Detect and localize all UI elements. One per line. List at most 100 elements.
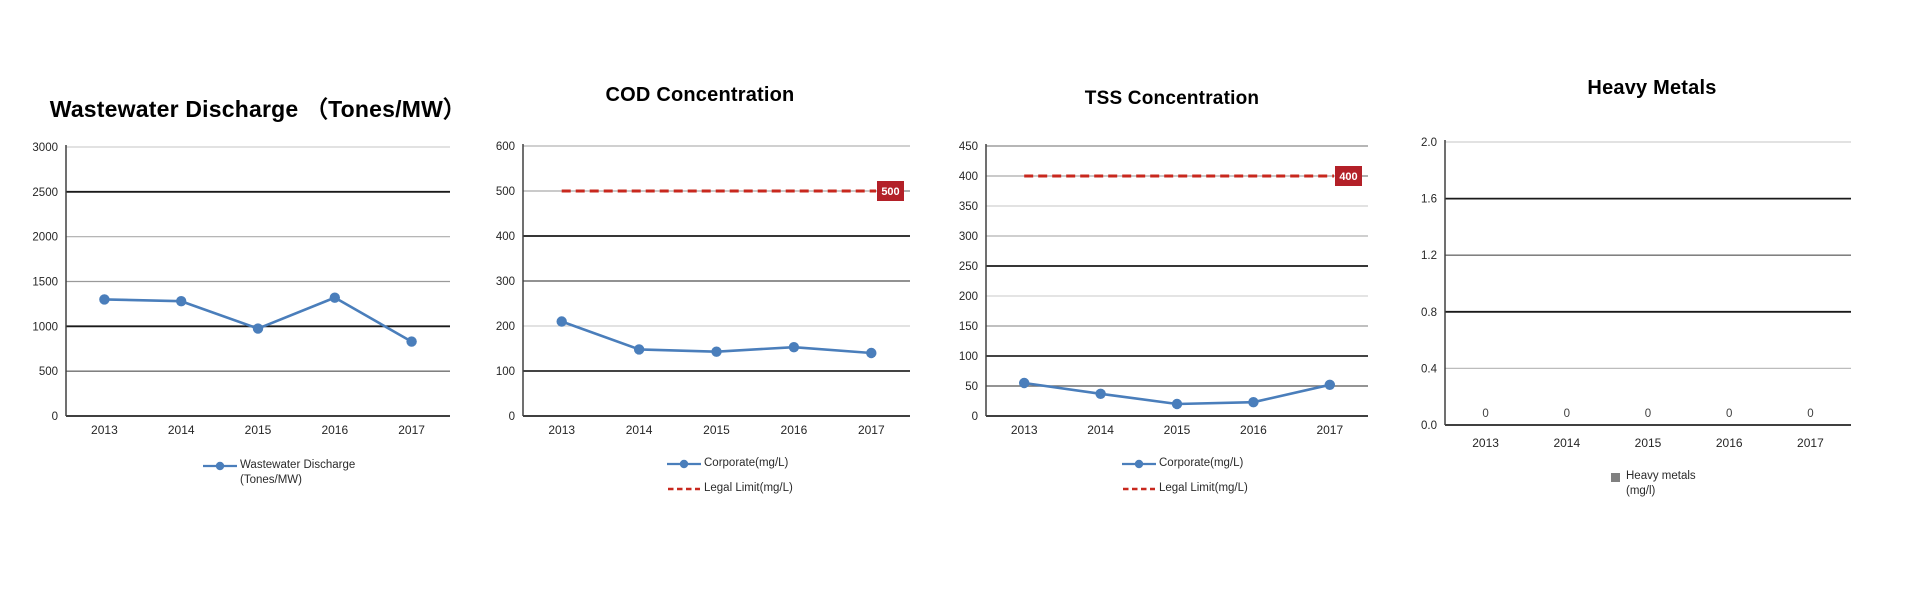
y-axis-tick-label: 600 — [496, 141, 515, 153]
legend-label-line: (mg/l) — [1626, 485, 1656, 497]
data-point-marker — [556, 316, 567, 327]
x-axis-tick-label: 2014 — [1553, 436, 1580, 450]
legend-item-corporate-mg-l: Corporate(mg/L) — [667, 456, 793, 471]
data-point-marker — [1324, 379, 1336, 390]
legend-label: Legal Limit(mg/L) — [704, 481, 793, 496]
legend-label: Corporate(mg/L) — [704, 456, 788, 471]
dashed-line-swatch-icon — [668, 487, 700, 491]
data-point-marker — [252, 323, 264, 334]
x-axis-tick-label: 2017 — [1316, 423, 1343, 437]
legend-item-corporate-mg-l: Corporate(mg/L) — [1122, 456, 1248, 471]
legal-limit-value-badge — [877, 181, 904, 201]
y-axis-tick-label: 0.4 — [1421, 363, 1438, 375]
square-swatch-icon — [1611, 473, 1620, 482]
wastewater-discharge-tones-mw-plot: 0 500 1000 1500 2000 2500 3000 2013 2014 2015 2016… — [32, 142, 450, 437]
y-axis-tick-label: 2.0 — [1421, 137, 1437, 149]
legend-item-legal-limit-mg-l: Legal Limit(mg/L) — [1122, 481, 1248, 496]
x-axis-tick-label: 2014 — [626, 423, 653, 437]
heavy-metals-legend: Heavy metals (mg/l) — [1611, 469, 1696, 509]
y-axis-tick-label: 0 — [972, 411, 978, 423]
y-axis-tick-label: 300 — [496, 276, 515, 288]
data-point-marker — [633, 344, 645, 355]
x-axis-tick-label: 2013 — [1011, 423, 1038, 437]
y-axis-tick-label: 0.8 — [1421, 307, 1437, 319]
y-axis-tick-label: 0 — [509, 411, 515, 423]
data-point-marker — [1018, 377, 1030, 389]
y-axis-tick-label: 1.2 — [1421, 250, 1437, 262]
legend-label: Legal Limit(mg/L) — [1159, 481, 1248, 496]
legal-limit-value-badge — [1335, 166, 1362, 186]
legend-label: Wastewater Discharge (Tones/MW) — [240, 458, 355, 488]
legend-label-line: Heavy metals — [1626, 470, 1696, 482]
x-axis-tick-label: 2015 — [245, 423, 272, 437]
data-point-marker — [329, 292, 340, 303]
bar-data-label: 0 — [1807, 408, 1813, 420]
x-axis-tick-label: 2014 — [1087, 423, 1114, 437]
legal-limit-value-label: 400 — [1339, 171, 1357, 183]
x-axis-tick-label: 2016 — [781, 423, 808, 437]
bar-data-label: 0 — [1564, 408, 1570, 420]
x-axis-tick-label: 2017 — [398, 423, 425, 437]
y-axis-tick-label: 250 — [959, 261, 978, 273]
x-axis-tick-label: 2017 — [858, 423, 885, 437]
line-marker-swatch-icon — [667, 459, 701, 469]
legend-item-wastewater-discharge: Wastewater Discharge (Tones/MW) — [203, 458, 355, 488]
data-point-marker — [866, 347, 877, 359]
x-axis-tick-label: 2015 — [1164, 423, 1191, 437]
x-axis-tick-label: 2016 — [1716, 436, 1743, 450]
y-axis-tick-label: 50 — [965, 381, 978, 393]
y-axis-tick-label: 1.6 — [1421, 194, 1437, 206]
y-axis-tick-label: 100 — [496, 366, 515, 378]
legend-label-line: Corporate(mg/L) — [704, 457, 789, 469]
legend-label-line: Wastewater Discharge — [240, 459, 356, 471]
x-axis-tick-label: 2015 — [703, 423, 730, 437]
y-axis-tick-label: 500 — [496, 186, 515, 198]
y-axis-tick-label: 2000 — [32, 232, 58, 244]
cod-concentration-legend: Corporate(mg/L) Legal Limit(mg/L) — [667, 456, 793, 506]
tss-concentration-plot: 0 50 100 150 200 250 300 350 400 450 2013 2014 2015 2… — [959, 141, 1368, 437]
y-axis-tick-label: 400 — [496, 231, 515, 243]
wastewater-discharge-legend: Wastewater Discharge (Tones/MW) — [203, 458, 355, 498]
y-axis-tick-label: 200 — [496, 321, 515, 333]
y-axis-tick-label: 3000 — [32, 142, 58, 154]
data-point-marker — [788, 341, 800, 353]
x-axis-tick-label: 2013 — [91, 423, 118, 437]
bar-data-label: 0 — [1482, 408, 1488, 420]
y-axis-tick-label: 350 — [959, 201, 978, 213]
legal-limit-value-label: 500 — [881, 186, 899, 198]
y-axis-tick-label: 0.0 — [1421, 420, 1437, 432]
y-axis-tick-label: 1000 — [32, 321, 58, 333]
legend-item-heavy-metals: Heavy metals (mg/l) — [1611, 469, 1696, 499]
y-axis-tick-label: 150 — [959, 321, 978, 333]
y-axis-tick-label: 200 — [959, 291, 978, 303]
legend-label-line: Legal Limit(mg/L) — [704, 482, 793, 494]
x-axis-tick-label: 2014 — [168, 423, 195, 437]
y-axis-tick-label: 300 — [959, 231, 978, 243]
bar-data-label: 0 — [1726, 408, 1732, 420]
x-axis-tick-label: 2017 — [1797, 436, 1824, 450]
bar-data-label: 0 — [1645, 408, 1651, 420]
cod-concentration-chart-title: COD Concentration — [605, 84, 795, 106]
y-axis-tick-label: 0 — [52, 411, 58, 423]
y-axis-tick-label: 400 — [959, 171, 978, 183]
legend-label-line: Legal Limit(mg/L) — [1159, 482, 1248, 494]
heavy-metals-plot: 0.0 0.4 0.8 1.2 1.6 2.0 2013 2014 2015 2016 2017 0 0… — [1421, 137, 1851, 450]
data-point-marker — [1095, 388, 1106, 399]
legend-label-line: Corporate(mg/L) — [1159, 457, 1244, 469]
data-point-marker — [406, 336, 417, 347]
line-marker-swatch-icon — [1122, 459, 1156, 469]
heavy-metals-chart-title: Heavy Metals — [1587, 77, 1717, 99]
line-marker-swatch-icon — [203, 461, 237, 471]
cod-concentration-plot: 0 100 200 300 400 500 600 2013 2014 2015 2016 2017 5… — [496, 141, 910, 437]
x-axis-tick-label: 2015 — [1635, 436, 1662, 450]
y-axis-tick-label: 2500 — [32, 187, 58, 199]
legend-label-line: (Tones/MW) — [240, 474, 302, 486]
y-axis-tick-label: 450 — [959, 141, 978, 153]
tss-concentration-chart-title: TSS Concentration — [1084, 88, 1260, 109]
dashed-line-swatch-icon — [1123, 487, 1155, 491]
x-axis-tick-label: 2013 — [1472, 436, 1499, 450]
x-axis-tick-label: 2013 — [548, 423, 575, 437]
legend-item-legal-limit-mg-l: Legal Limit(mg/L) — [667, 481, 793, 496]
